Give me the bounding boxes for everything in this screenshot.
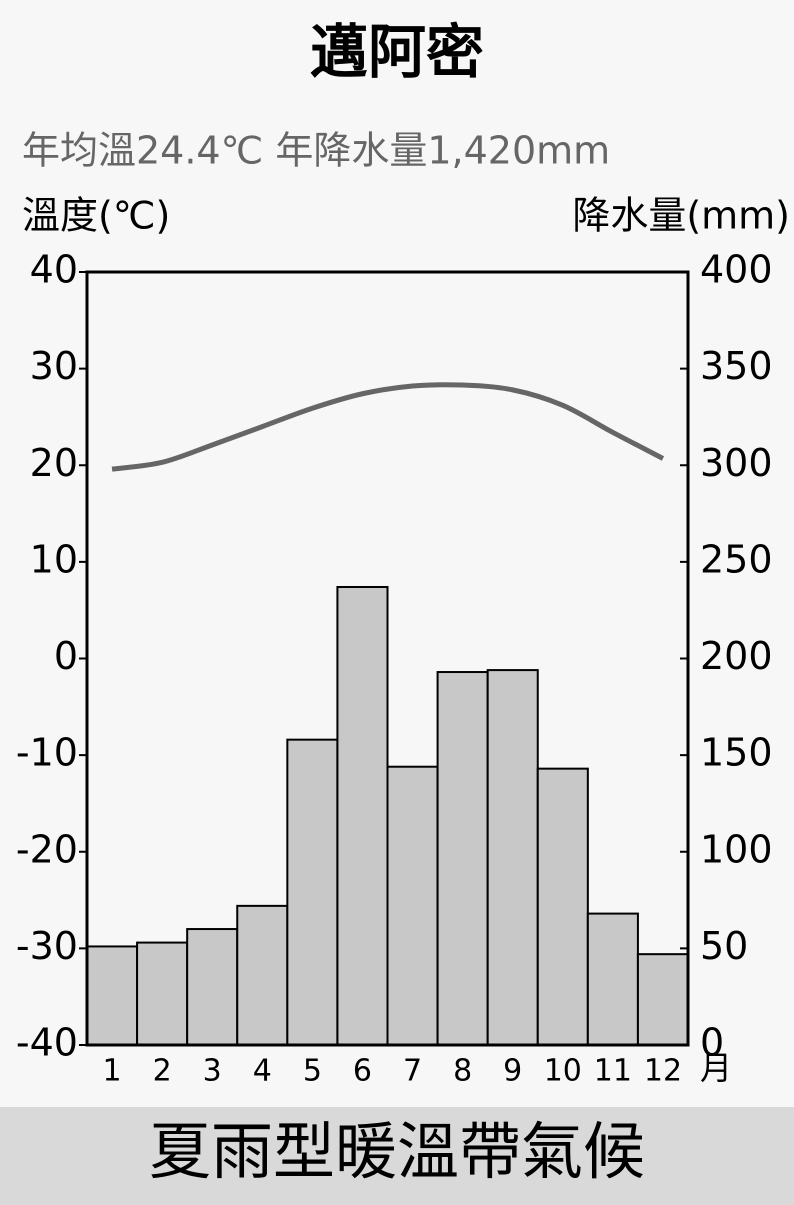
bar [486, 669, 539, 1046]
bar [236, 904, 289, 1046]
plot-frame [85, 270, 690, 1047]
bar [136, 941, 189, 1047]
y2-tick-label: 400 [700, 248, 773, 292]
x-tick-label: 2 [153, 1054, 172, 1089]
x-tick-label: 9 [503, 1054, 522, 1089]
y2-tick-label: 300 [700, 441, 773, 485]
x-tick-label: 7 [403, 1054, 422, 1089]
y2-tick-label: 0 [700, 1021, 724, 1065]
y-tick-label: -40 [16, 1021, 78, 1065]
x-tick-label: 12 [644, 1054, 682, 1089]
y2-axis-label: 降水量(mm) [572, 194, 790, 238]
chart-subtitle: 年均溫24.4℃ 年降水量1,420mm [22, 129, 610, 173]
bar [286, 738, 339, 1046]
bar [336, 585, 389, 1046]
y-tick-label: 0 [54, 634, 78, 678]
x-tick-label: 6 [353, 1054, 372, 1089]
temperature-line [111, 382, 665, 472]
bar [386, 765, 439, 1046]
footer-text: 夏雨型暖溫帶氣候 [149, 1115, 645, 1188]
bar [86, 945, 139, 1047]
bar [436, 671, 489, 1047]
x-tick-label: 5 [303, 1054, 322, 1089]
x-tick-label: 8 [453, 1054, 472, 1089]
y2-tick-label: 250 [700, 537, 773, 581]
y2-tick-label: 50 [700, 924, 748, 968]
y-axis-label: 溫度(℃) [22, 194, 170, 238]
footer-band [0, 1107, 794, 1205]
bar [586, 912, 639, 1047]
x-tick-label: 1 [102, 1054, 121, 1089]
y-tick-label: 30 [30, 344, 78, 388]
y-tick-label: -10 [16, 731, 78, 775]
x-tick-label: 11 [594, 1054, 632, 1089]
y-tick-label: 10 [30, 537, 78, 581]
bar [636, 953, 690, 1046]
bar [186, 928, 239, 1046]
y-tick-label: -20 [16, 827, 78, 871]
y2-tick-label: 350 [700, 344, 773, 388]
y-tick-label: 40 [30, 248, 78, 292]
y2-tick-label: 200 [700, 634, 773, 678]
bar [536, 767, 589, 1047]
x-tick-label: 3 [203, 1054, 222, 1089]
y2-tick-label: 150 [700, 731, 773, 775]
x-unit: 月 [700, 1049, 732, 1087]
x-tick-label: 10 [544, 1054, 582, 1089]
y2-tick-label: 100 [700, 827, 773, 871]
y-tick-label: -30 [16, 924, 78, 968]
y-tick-label: 20 [30, 441, 78, 485]
x-tick-label: 4 [253, 1054, 272, 1089]
chart-title: 邁阿密 [310, 18, 484, 86]
